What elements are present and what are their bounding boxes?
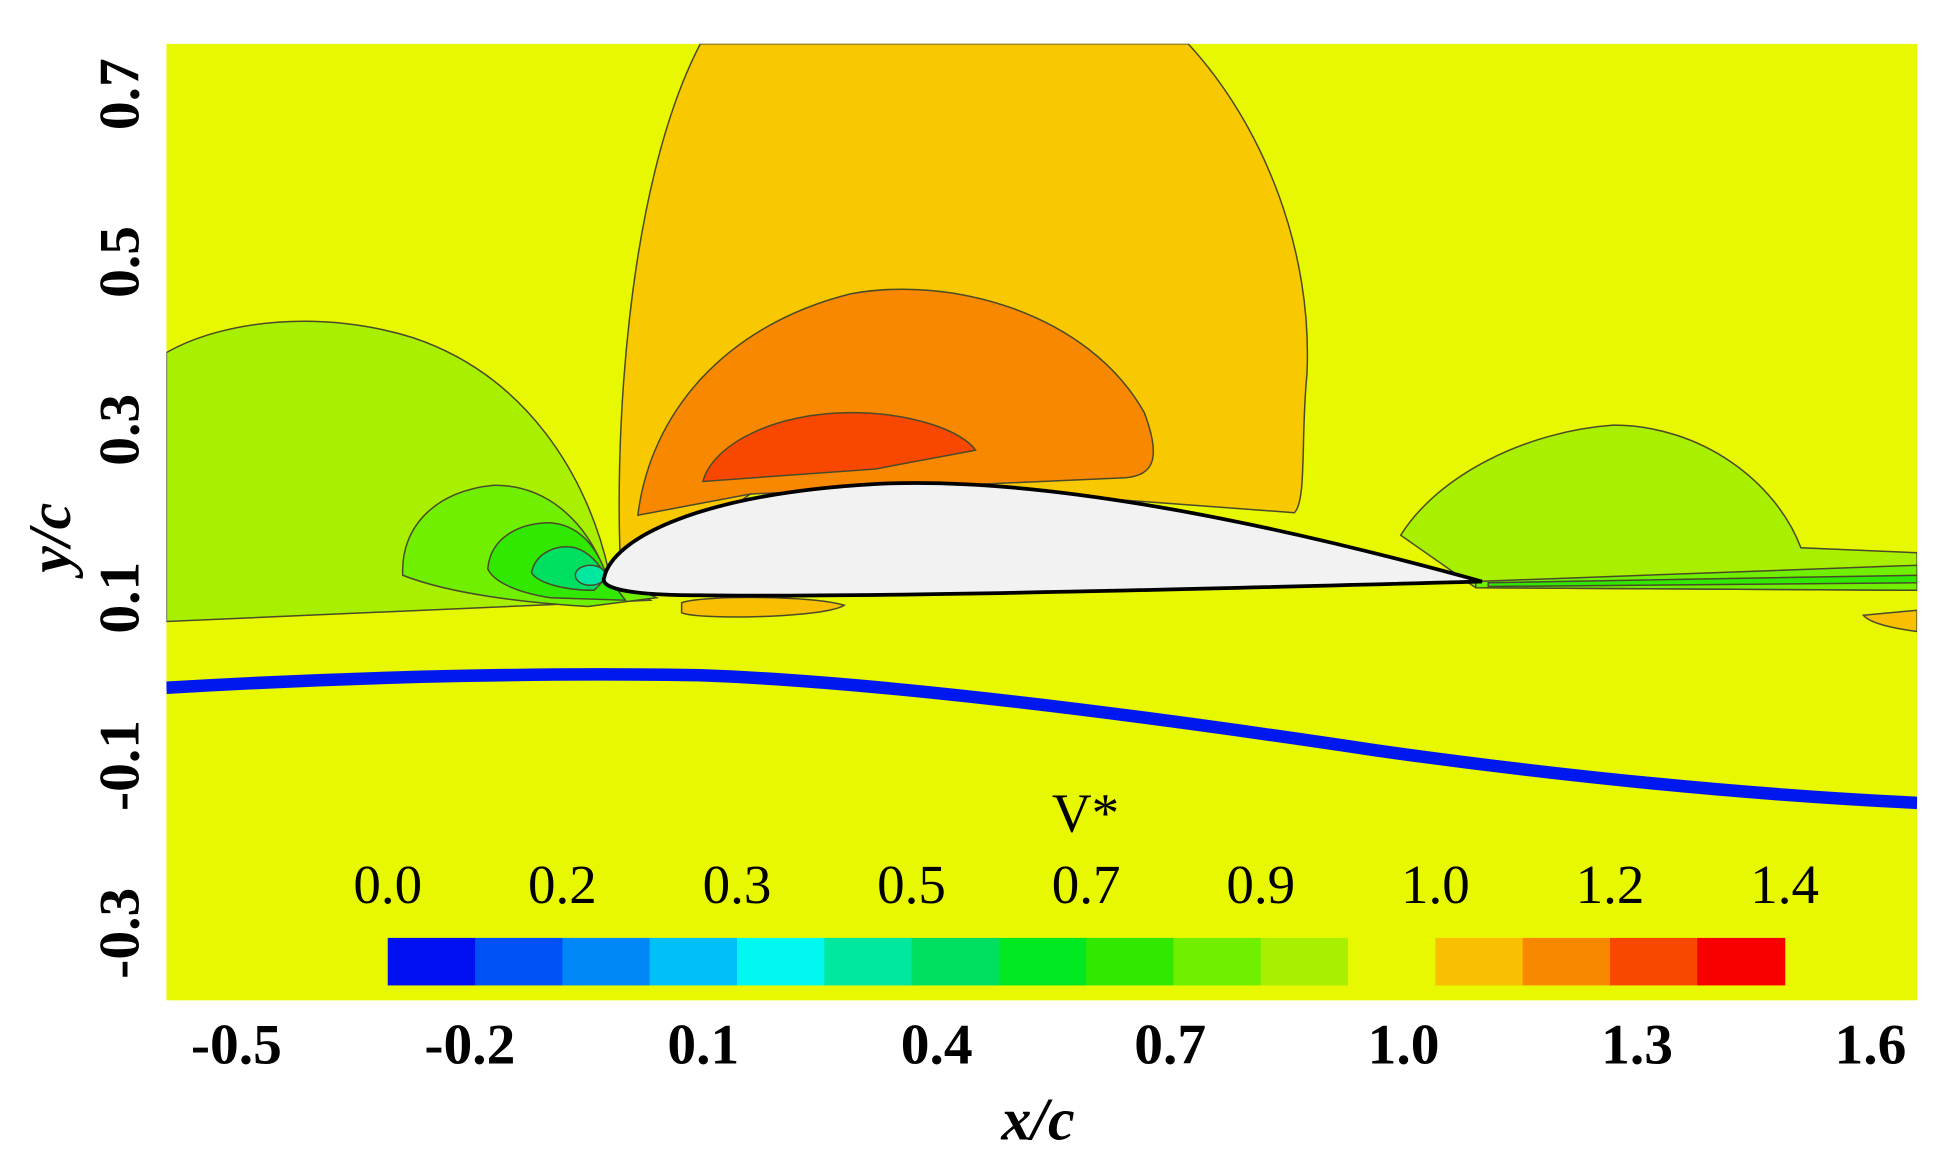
contour-region	[701, 411, 977, 483]
colorbar-box	[1173, 937, 1262, 986]
colorbar-tick-label: 1.0	[1401, 854, 1470, 915]
colorbar-tick-label: 0.2	[528, 854, 597, 915]
colorbar-tick-label: 1.4	[1750, 854, 1819, 915]
y-tick-label: -0.1	[88, 720, 151, 811]
colorbar-tick-label: 0.9	[1226, 854, 1295, 915]
colorbar-box	[1522, 937, 1611, 986]
x-tick-label: 1.3	[1601, 1014, 1673, 1077]
contour-region	[680, 596, 846, 618]
y-axis-label: y/c	[17, 503, 83, 579]
x-tick-label: -0.5	[191, 1014, 282, 1077]
airfoil	[601, 481, 1483, 598]
x-tick-label: 0.4	[901, 1014, 973, 1077]
colorbar-box	[824, 937, 913, 986]
colorbar-box	[475, 937, 563, 986]
colorbar-tick-label: 0.5	[877, 854, 946, 915]
colorbar-tick-label: 0.0	[353, 854, 422, 915]
colorbar-box	[649, 937, 738, 986]
x-tick-label: 0.7	[1134, 1014, 1206, 1077]
colorbar-box	[1609, 937, 1698, 986]
contour-region	[1861, 609, 1918, 633]
surface-line	[166, 668, 1918, 810]
colorbar-box	[1697, 937, 1786, 986]
y-tick-label: 0.3	[88, 394, 151, 466]
colorbar-box	[387, 937, 476, 986]
x-tick-label: 1.6	[1835, 1014, 1907, 1077]
y-tick-label: -0.3	[88, 888, 151, 979]
y-tick-label: 0.1	[88, 562, 151, 634]
contour-region	[574, 564, 607, 587]
colorbar-box	[1260, 937, 1349, 986]
colorbar-title: V*	[1052, 783, 1119, 844]
y-tick-label: 0.5	[88, 226, 151, 298]
contour-field	[166, 43, 1918, 1001]
x-axis-label: x/c	[1000, 1086, 1074, 1152]
y-tick-label: 0.7	[88, 58, 151, 130]
colorbar-tick-label: 1.2	[1576, 854, 1645, 915]
x-tick-label: 1.0	[1368, 1014, 1440, 1077]
x-tick-label: 0.1	[667, 1014, 739, 1077]
colorbar-tick-label: 0.3	[703, 854, 772, 915]
colorbar-box	[1435, 937, 1524, 986]
colorbar-tick-label: 0.7	[1052, 854, 1121, 915]
contour-region	[1487, 574, 1918, 588]
x-tick-label: -0.2	[424, 1014, 515, 1077]
colorbar-box	[998, 937, 1087, 986]
colorbar-box	[736, 937, 825, 986]
contour-region	[1399, 424, 1918, 592]
colorbar-box	[1086, 937, 1175, 986]
colorbar-box	[911, 937, 1000, 986]
colorbar-box	[1348, 937, 1437, 986]
colorbar-box	[562, 937, 651, 986]
